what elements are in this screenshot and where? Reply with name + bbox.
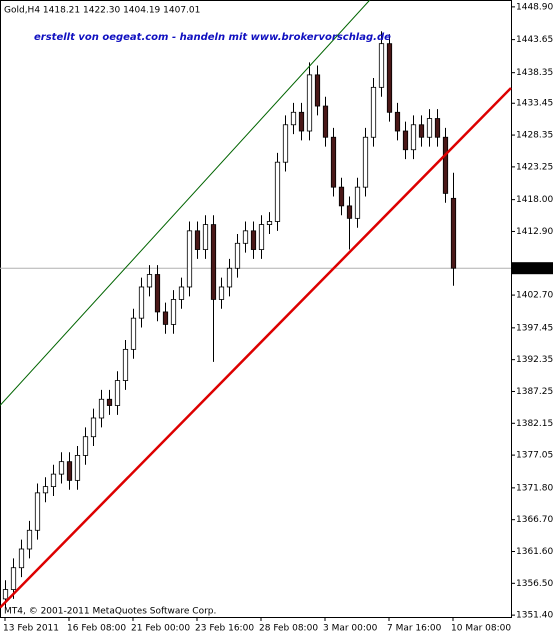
last-price-box — [512, 262, 553, 275]
last-price-label: 1407.01 — [515, 264, 552, 274]
trend-line — [0, 0, 371, 406]
candle-body — [418, 124, 425, 138]
candle-body — [42, 486, 49, 494]
candle-body — [74, 455, 81, 481]
candle-body — [154, 274, 161, 313]
y-tick-label: 1418.00 — [516, 195, 553, 205]
candle-body — [146, 274, 153, 288]
chart-title: Gold,H4 1418.21 1422.30 1404.19 1407.01 — [4, 6, 200, 16]
candle-body — [402, 130, 409, 151]
x-tick-label: 21 Feb 00:00 — [131, 624, 190, 634]
candle-body — [354, 186, 361, 219]
candle-body — [194, 230, 201, 250]
candle-body — [266, 221, 273, 225]
y-tick-label: 1443.65 — [516, 35, 553, 45]
x-tick-label: 28 Feb 08:00 — [259, 624, 318, 634]
candle-body — [106, 398, 113, 406]
candle-body — [26, 529, 33, 550]
x-tick-label: 3 Mar 00:00 — [323, 624, 378, 634]
candle-body — [362, 136, 369, 188]
candle-body — [130, 317, 137, 350]
y-tick-label: 1377.05 — [516, 451, 553, 461]
candle-body — [162, 311, 169, 325]
candle-body — [282, 124, 289, 163]
y-tick-label: 1402.70 — [516, 291, 553, 301]
candle-body — [306, 74, 313, 132]
candle-body — [290, 111, 297, 126]
candle-body — [426, 118, 433, 138]
x-tick-label: 23 Feb 16:00 — [195, 624, 254, 634]
candle-body — [450, 197, 457, 269]
candle-body — [434, 118, 441, 138]
trend-line — [0, 87, 512, 609]
candle-body — [322, 105, 329, 138]
candle-body — [378, 43, 385, 88]
candle-body — [122, 348, 129, 381]
candle-body — [58, 461, 65, 475]
candle-body — [114, 380, 121, 406]
candle-body — [442, 136, 449, 194]
candle-body — [330, 136, 337, 188]
candle-body — [34, 492, 41, 531]
candle-body — [82, 436, 89, 456]
candle-body — [2, 589, 9, 600]
y-tick-label: 1438.35 — [516, 68, 553, 78]
candle-body — [178, 286, 185, 300]
x-tick-label: 10 Mar 08:00 — [451, 624, 511, 634]
plot-frame — [0, 0, 512, 618]
candle-body — [226, 267, 233, 288]
candle-body — [170, 299, 177, 325]
candle-body — [98, 398, 105, 419]
y-tick-label: 1397.45 — [516, 323, 553, 333]
y-tick-label: 1433.45 — [516, 99, 553, 109]
candle-body — [274, 161, 281, 222]
y-tick-label: 1351.40 — [516, 611, 553, 621]
candle-body — [338, 186, 345, 207]
candle-body — [410, 124, 417, 151]
y-tick-label: 1392.35 — [516, 355, 553, 365]
x-tick-label: 16 Feb 08:00 — [67, 624, 126, 634]
candle-body — [186, 230, 193, 288]
y-tick-label: 1448.90 — [516, 2, 553, 12]
marks — [0, 0, 512, 609]
candle-body — [218, 286, 225, 300]
y-tick-label: 1361.60 — [516, 547, 553, 557]
y-tick-label: 1382.15 — [516, 419, 553, 429]
footer: MT4, © 2001-2011 MetaQuotes Software Cor… — [4, 607, 216, 617]
y-tick-label: 1412.90 — [516, 227, 553, 237]
candle-body — [370, 86, 377, 138]
candle-body — [386, 43, 393, 113]
y-tick-label: 1428.35 — [516, 131, 553, 141]
candle-body — [258, 224, 265, 250]
candle-body — [90, 417, 97, 438]
candle-body — [314, 74, 321, 107]
candle-body — [210, 224, 217, 300]
y-tick-label: 1371.80 — [516, 483, 553, 493]
candle-body — [242, 230, 249, 244]
candle-body — [50, 473, 57, 488]
y-tick-label: 1356.50 — [516, 579, 553, 589]
y-tick-label: 1423.25 — [516, 162, 553, 172]
candle-body — [66, 461, 73, 481]
annotation: erstellt von oegeat.com - handeln mit ww… — [34, 32, 391, 43]
candle-body — [10, 567, 17, 590]
candle-body — [138, 286, 145, 319]
candle-body — [18, 548, 25, 569]
candle-body — [250, 230, 257, 250]
candle-body — [234, 242, 241, 269]
candle-body — [202, 224, 209, 250]
candle-body — [346, 205, 353, 219]
y-tick-label: 1366.70 — [516, 515, 553, 525]
y-tick-label: 1387.25 — [516, 387, 553, 397]
x-tick-label: 7 Mar 16:00 — [387, 624, 442, 634]
candle-body — [394, 111, 401, 132]
x-tick-label: 13 Feb 2011 — [3, 624, 59, 634]
candle-body — [298, 111, 305, 132]
